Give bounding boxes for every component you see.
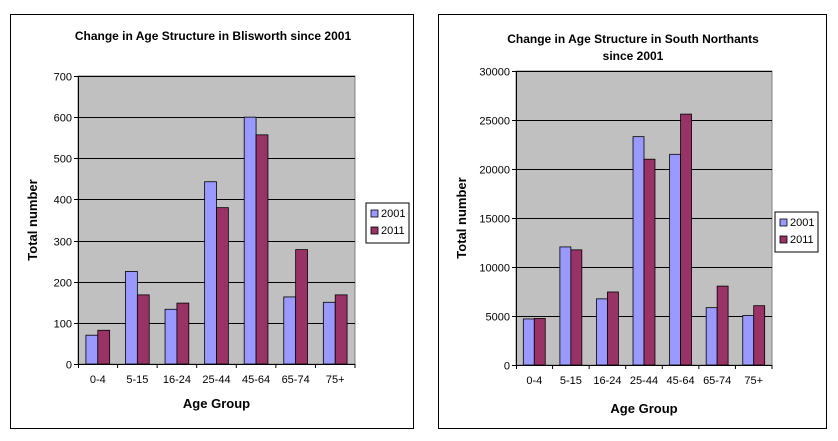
y-tick-label: 600: [54, 113, 72, 125]
bar-2001-25-44: [204, 181, 217, 365]
bar-2011-65-74: [295, 249, 308, 365]
y-tick-label: 0: [66, 360, 72, 372]
legend-label-2011: 2011: [381, 225, 405, 237]
y-tick-label: 20000: [479, 165, 510, 177]
y-tick-label: 300: [54, 237, 72, 249]
bar-2011-45-64: [680, 113, 692, 366]
bar-2011-45-64: [255, 134, 269, 365]
legend-swatch-2011: [779, 235, 788, 244]
legend-label-2001: 2001: [790, 217, 814, 229]
x-tick-label: 16-24: [593, 375, 621, 387]
bar-2011-16-24: [607, 291, 619, 366]
bar-2001-0-4: [85, 334, 99, 365]
bar-2011-75+: [334, 294, 348, 365]
x-tick-label: 65-74: [703, 375, 731, 387]
bar-2001-5-15: [559, 246, 572, 366]
bar-2011-0-4: [97, 329, 111, 365]
x-tick-label: 0-4: [526, 375, 542, 387]
y-tick-label: 700: [54, 72, 72, 84]
y-axis-label: Total number: [454, 177, 469, 258]
x-tick-label: 45-64: [242, 374, 270, 386]
chart-title: Change in Age Structure in Blisworth sin…: [75, 29, 352, 43]
chart-title: since 2001: [603, 49, 664, 63]
x-tick-label: 75+: [326, 374, 345, 386]
chart-south-northants: Change in Age Structure in South Northan…: [454, 32, 819, 416]
y-tick-label: 400: [54, 195, 72, 207]
bar-2001-75+: [322, 301, 336, 365]
x-axis-label: Age Group: [610, 401, 677, 416]
bar-2011-25-44: [216, 207, 229, 365]
bar-2001-45-64: [243, 116, 257, 365]
y-tick-label: 30000: [479, 67, 510, 79]
y-tick-label: 0: [504, 361, 510, 373]
bar-2011-65-74: [716, 285, 729, 366]
chart-panel-south-northants: Change in Age Structure in South Northan…: [438, 14, 827, 429]
bar-2001-45-64: [669, 153, 681, 366]
chart-panel-blisworth: Change in Age Structure in Blisworth sin…: [10, 14, 414, 429]
bar-2001-0-4: [522, 318, 535, 366]
x-tick-label: 16-24: [163, 374, 191, 386]
bar-2011-0-4: [533, 318, 546, 366]
x-tick-label: 65-74: [282, 374, 310, 386]
bar-2001-5-15: [125, 271, 138, 365]
chart-blisworth: Change in Age Structure in Blisworth sin…: [25, 29, 410, 411]
y-tick-label: 500: [54, 154, 72, 166]
y-tick-label: 10000: [479, 263, 510, 275]
legend-swatch-2011: [370, 226, 379, 235]
bar-2001-16-24: [596, 298, 608, 366]
bar-2001-65-74: [283, 296, 297, 365]
y-tick-label: 15000: [479, 214, 510, 226]
x-tick-label: 5-15: [126, 374, 148, 386]
legend-swatch-2001: [370, 209, 379, 218]
bar-2001-75+: [742, 315, 755, 366]
bar-2011-16-24: [176, 302, 190, 365]
x-tick-label: 45-64: [667, 375, 695, 387]
x-tick-label: 25-44: [202, 374, 230, 386]
x-tick-label: 75+: [744, 375, 763, 387]
bar-2011-5-15: [136, 294, 150, 365]
x-axis-label: Age Group: [183, 396, 250, 411]
x-tick-label: 25-44: [630, 375, 658, 387]
legend-label-2001: 2001: [381, 208, 405, 220]
chart-title: Change in Age Structure in South Northan…: [507, 32, 759, 46]
y-tick-label: 200: [54, 278, 72, 290]
y-tick-label: 5000: [486, 312, 510, 324]
legend-label-2011: 2011: [790, 234, 814, 246]
y-tick-label: 25000: [479, 116, 510, 128]
bar-2011-75+: [753, 305, 766, 366]
bar-2001-25-44: [632, 136, 645, 366]
bar-2011-5-15: [570, 249, 583, 366]
bar-2001-16-24: [164, 308, 178, 365]
x-tick-label: 5-15: [560, 375, 582, 387]
legend-swatch-2001: [779, 218, 788, 227]
y-axis-label: Total number: [25, 179, 40, 260]
y-tick-label: 100: [54, 319, 72, 331]
x-tick-label: 0-4: [90, 374, 106, 386]
bar-2011-25-44: [643, 158, 656, 366]
bar-2001-65-74: [705, 307, 718, 366]
